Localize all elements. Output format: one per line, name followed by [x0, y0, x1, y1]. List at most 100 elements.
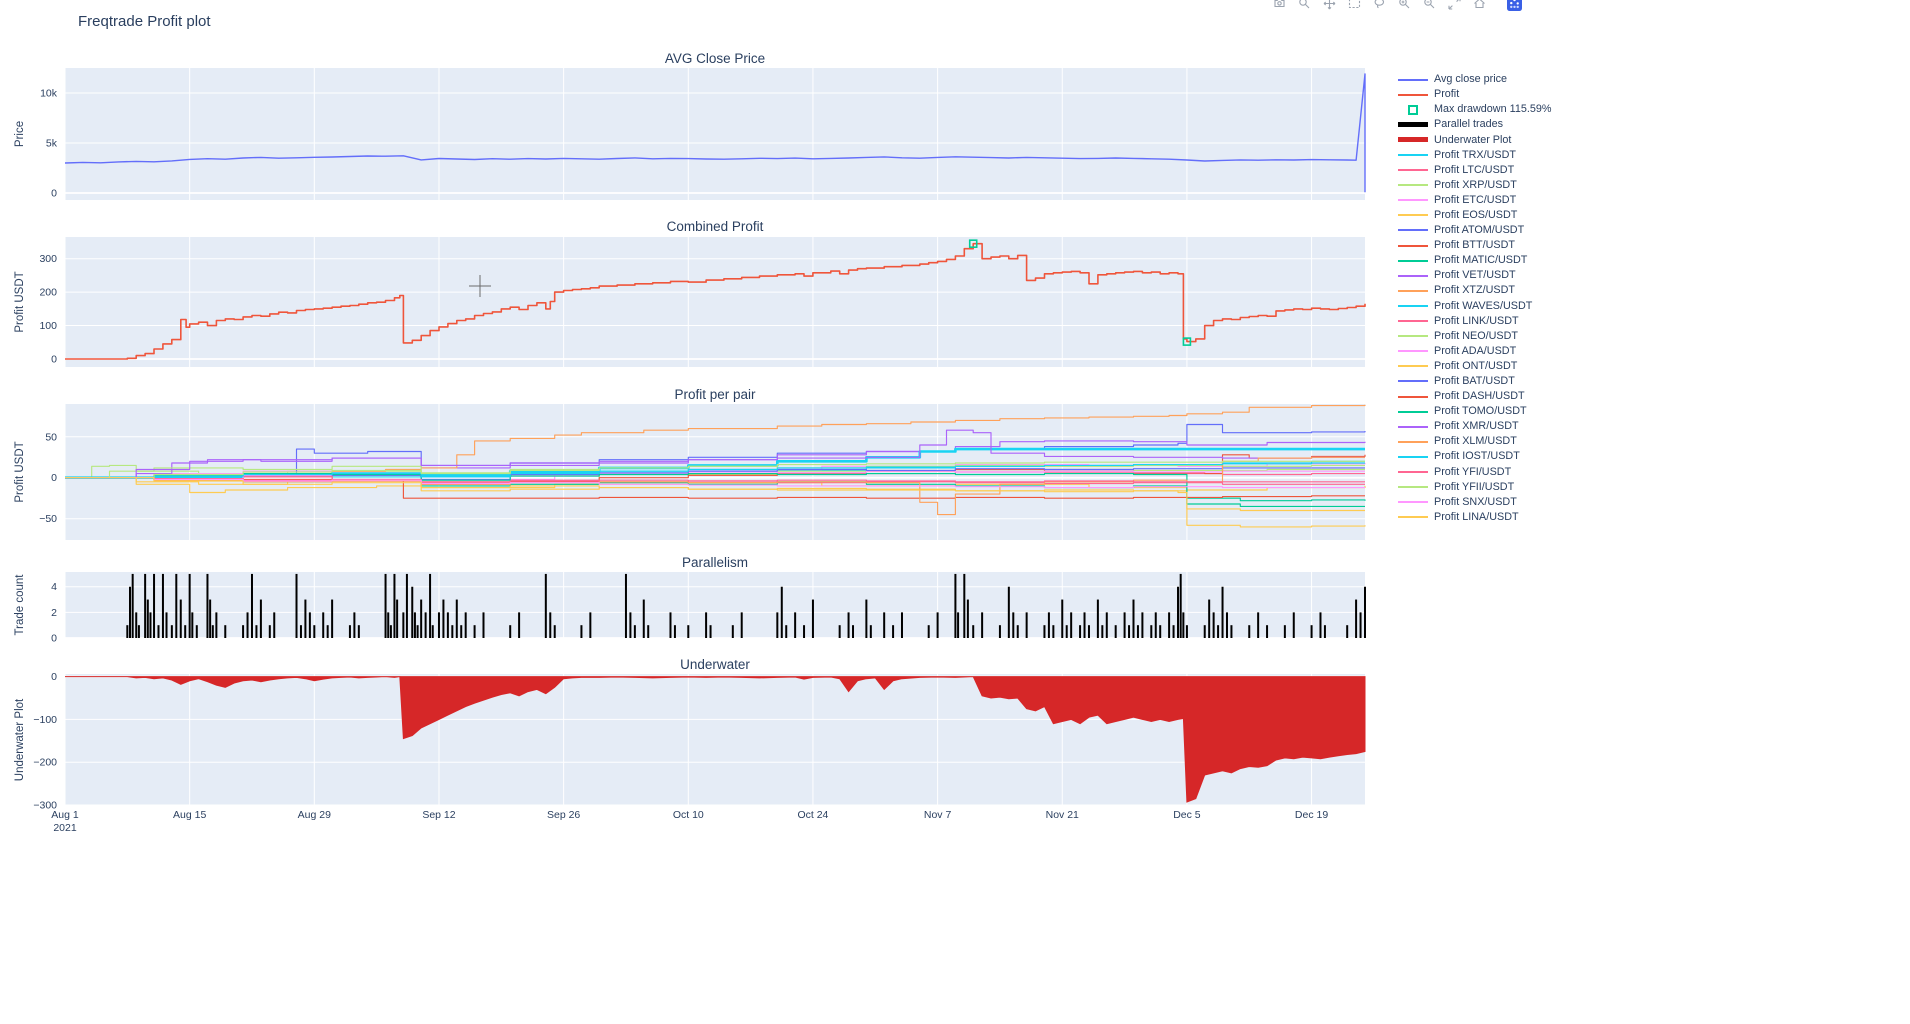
- subplot-area-3[interactable]: [65, 572, 1365, 638]
- reset-axes-icon[interactable]: [1472, 0, 1487, 11]
- series-profit-xmr-usdt: [65, 429, 1365, 479]
- zoom-out-icon[interactable]: [1422, 0, 1437, 11]
- series-avg-close-price: [64, 73, 1366, 193]
- y-tick-label: −200: [33, 757, 57, 769]
- y-tick-label: 100: [39, 320, 57, 332]
- download-plot-icon[interactable]: [1272, 0, 1287, 11]
- y-axis-label-underwater-plot: Underwater Plot: [14, 698, 26, 782]
- legend-swatch-icon: [1398, 455, 1428, 458]
- x-tick-label: Aug 1: [51, 809, 79, 821]
- legend-item[interactable]: Profit LINA/USDT: [1398, 510, 1551, 525]
- box-select-icon[interactable]: [1347, 0, 1362, 11]
- x-tick-label: Dec 5: [1173, 809, 1201, 821]
- legend-swatch-icon: [1398, 410, 1428, 413]
- series-profit-yfi-usdt: [65, 477, 1365, 483]
- page-title: Freqtrade Profit plot: [78, 13, 211, 30]
- y-tick-label: 50: [45, 431, 57, 443]
- plotly-logo-icon[interactable]: [1507, 0, 1522, 11]
- gridlines-1: [64, 237, 1365, 367]
- legend-item[interactable]: Profit EOS/USDT: [1398, 208, 1551, 223]
- legend-item-label: Profit ONT/USDT: [1434, 359, 1518, 372]
- y-tick-label: −100: [33, 714, 57, 726]
- legend-swatch-icon: [1398, 244, 1428, 247]
- legend-item[interactable]: Profit WAVES/USDT: [1398, 298, 1551, 313]
- legend-item[interactable]: Profit ADA/USDT: [1398, 344, 1551, 359]
- zoom-icon[interactable]: [1297, 0, 1312, 11]
- x-tick-label: Nov 7: [924, 809, 952, 821]
- legend-item[interactable]: Avg close price: [1398, 72, 1551, 87]
- legend-item[interactable]: Profit SNX/USDT: [1398, 495, 1551, 510]
- legend-item[interactable]: Profit BTT/USDT: [1398, 238, 1551, 253]
- legend-item-label: Profit DASH/USDT: [1434, 390, 1525, 403]
- legend-item[interactable]: Profit XRP/USDT: [1398, 178, 1551, 193]
- modebar: [1272, 0, 1522, 11]
- legend-item[interactable]: Underwater Plot: [1398, 132, 1551, 147]
- legend-item-label: Profit MATIC/USDT: [1434, 254, 1528, 267]
- pan-icon[interactable]: [1322, 0, 1337, 11]
- series-profit: [65, 242, 1366, 360]
- legend-item[interactable]: Profit XTZ/USDT: [1398, 283, 1551, 298]
- autoscale-icon[interactable]: [1447, 0, 1462, 11]
- legend-item[interactable]: Profit MATIC/USDT: [1398, 253, 1551, 268]
- legend-swatch-icon: [1398, 214, 1428, 217]
- legend-item-label: Profit VET/USDT: [1434, 269, 1516, 282]
- legend-item[interactable]: Profit ETC/USDT: [1398, 193, 1551, 208]
- legend-item-label: Profit IOST/USDT: [1434, 450, 1520, 463]
- legend-item[interactable]: Profit TRX/USDT: [1398, 147, 1551, 162]
- legend-item[interactable]: Profit LTC/USDT: [1398, 163, 1551, 178]
- legend-item[interactable]: Profit TOMO/USDT: [1398, 404, 1551, 419]
- legend-item-label: Profit YFI/USDT: [1434, 465, 1512, 478]
- legend-item-label: Max drawdown 115.59%: [1434, 103, 1552, 116]
- subplot-area-0[interactable]: [65, 68, 1365, 200]
- legend-item[interactable]: Profit XLM/USDT: [1398, 434, 1551, 449]
- y-axis-label-price: Price: [14, 120, 26, 148]
- x-tick-label: Dec 19: [1295, 809, 1328, 821]
- series-profit-snx-usdt: [65, 477, 1365, 489]
- legend-item[interactable]: Profit LINK/USDT: [1398, 314, 1551, 329]
- x-tick-label: Sep 26: [547, 809, 580, 821]
- legend-item-label: Profit BAT/USDT: [1434, 375, 1515, 388]
- legend-item[interactable]: Parallel trades: [1398, 117, 1551, 132]
- legend-swatch-icon: [1398, 350, 1428, 353]
- legend-item[interactable]: Max drawdown 115.59%: [1398, 102, 1551, 117]
- legend-item[interactable]: Profit: [1398, 87, 1551, 102]
- zoom-in-icon[interactable]: [1397, 0, 1412, 11]
- series-profit-yfii-usdt: [65, 460, 1365, 479]
- series-profit-atom-usdt: [65, 423, 1366, 479]
- legend-item[interactable]: Profit IOST/USDT: [1398, 449, 1551, 464]
- legend-swatch-icon: [1398, 516, 1428, 519]
- legend-item[interactable]: Profit VET/USDT: [1398, 268, 1551, 283]
- legend-item-label: Profit NEO/USDT: [1434, 329, 1518, 342]
- legend-swatch-icon: [1398, 169, 1428, 172]
- y-tick-label: 0: [51, 472, 57, 484]
- subplot-title-underwater: Underwater: [680, 657, 750, 672]
- x-tick-label: Aug 15: [173, 809, 206, 821]
- legend-item-label: Avg close price: [1434, 73, 1508, 86]
- legend-item[interactable]: Profit ATOM/USDT: [1398, 223, 1551, 238]
- legend-swatch-icon: [1398, 486, 1428, 489]
- legend-item-label: Profit TRX/USDT: [1434, 148, 1516, 161]
- legend-item[interactable]: Profit DASH/USDT: [1398, 389, 1551, 404]
- y-tick-label: 0: [51, 353, 57, 365]
- subplot-area-1[interactable]: [65, 237, 1365, 367]
- legend-item[interactable]: Profit NEO/USDT: [1398, 329, 1551, 344]
- legend: Avg close price Profit Max drawdown 115.…: [1398, 72, 1551, 525]
- gridlines-0: [64, 68, 1365, 200]
- legend-item[interactable]: Profit YFI/USDT: [1398, 464, 1551, 479]
- legend-swatch-icon: [1398, 380, 1428, 383]
- legend-item-label: Profit: [1434, 88, 1460, 101]
- legend-item-label: Underwater Plot: [1434, 133, 1512, 146]
- series-profit-lina-usdt: [65, 477, 1366, 528]
- legend-item[interactable]: Profit ONT/USDT: [1398, 359, 1551, 374]
- x-tick-label: Oct 10: [673, 809, 704, 821]
- legend-swatch-icon: [1398, 93, 1428, 96]
- y-tick-label: 0: [51, 671, 57, 683]
- legend-item[interactable]: Profit XMR/USDT: [1398, 419, 1551, 434]
- legend-item[interactable]: Profit YFII/USDT: [1398, 480, 1551, 495]
- legend-item-label: Profit WAVES/USDT: [1434, 299, 1533, 312]
- legend-swatch-icon: [1398, 154, 1428, 157]
- y-axis-label-profit-usdt-pairs: Profit USDT: [14, 441, 26, 503]
- lasso-select-icon[interactable]: [1372, 0, 1387, 11]
- legend-item[interactable]: Profit BAT/USDT: [1398, 374, 1551, 389]
